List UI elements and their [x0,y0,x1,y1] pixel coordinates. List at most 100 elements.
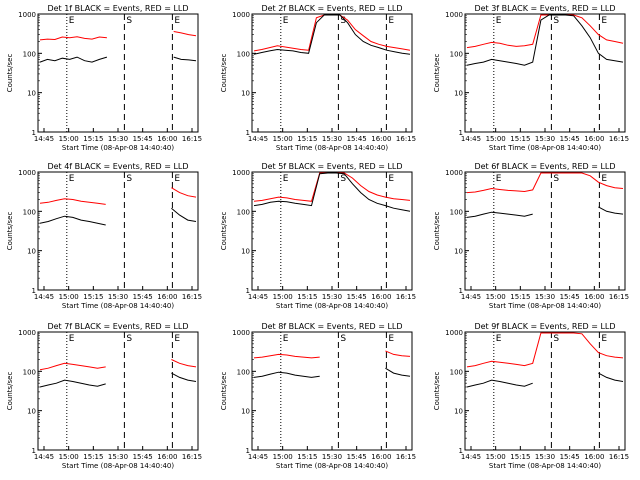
y-tick-label: 10 [241,248,250,256]
y-tick-label: 1 [32,447,36,455]
x-tick-label: 15:30 [322,453,342,461]
x-tick-label: 15:45 [560,135,580,143]
x-tick-label: 14:45 [34,293,54,301]
y-tick-label: 1000 [445,329,463,337]
y-axis-label: Counts/sec [220,212,228,251]
panel-title: Det 4f BLACK = Events, RED = LLD [47,162,188,171]
x-tick-label: 15:30 [535,293,555,301]
plot-frame [251,171,413,291]
series-line-red [39,31,197,41]
x-tick-label: 15:30 [322,293,342,301]
y-tick-label: 100 [23,50,36,58]
plot-frame [464,331,626,451]
series-line-red [466,332,624,368]
x-tick-label: 16:15 [182,293,202,301]
y-tick-label: 1000 [18,169,36,177]
y-tick-label: 1 [246,287,250,295]
y-tick-label: 100 [237,50,250,58]
y-axis-label: Counts/sec [6,372,14,411]
series-line-black [39,207,197,226]
x-axis-label: Start Time (08-Apr-08 14:40:40) [489,302,601,310]
plot-frame [464,13,626,133]
marker-label: E [496,334,502,344]
series-line-red [253,350,411,359]
marker-label: E [496,174,502,184]
marker-label: S [553,16,559,26]
x-axis-label: Start Time (08-Apr-08 14:40:40) [276,302,388,310]
x-tick-label: 16:15 [182,135,202,143]
x-tick-label: 14:45 [34,453,54,461]
y-tick-label: 100 [237,208,250,216]
marker-label: S [126,174,132,184]
chart-panel-9: Det 9f BLACK = Events, RED = LLD 1 10 100 10… [433,322,629,470]
x-tick-label: 16:15 [396,135,416,143]
marker-label: S [340,174,346,184]
marker-label: E [174,174,180,184]
y-axis-label: Counts/sec [433,372,441,411]
x-tick-label: 15:15 [510,135,530,143]
y-tick-label: 1 [246,447,250,455]
x-tick-label: 14:45 [248,293,268,301]
x-tick-label: 14:45 [461,293,481,301]
y-tick-label: 10 [27,90,36,98]
marker-label: E [388,174,394,184]
x-tick-label: 15:00 [486,453,506,461]
x-tick-label: 16:15 [396,293,416,301]
y-tick-label: 1000 [232,11,250,19]
marker-label: E [69,16,75,26]
chart-panel-8: Det 8f BLACK = Events, RED = LLD 1 10 100 10… [220,322,416,470]
x-tick-label: 16:00 [584,293,604,301]
x-tick-label: 15:00 [486,293,506,301]
y-axis-label: Counts/sec [6,212,14,251]
y-axis-label: Counts/sec [220,54,228,93]
y-tick-label: 1000 [445,11,463,19]
marker-label: E [601,16,607,26]
x-tick-label: 16:15 [609,453,629,461]
x-tick-label: 15:30 [535,135,555,143]
x-tick-label: 16:00 [371,453,391,461]
x-tick-label: 15:15 [297,453,317,461]
y-tick-label: 1 [459,287,463,295]
x-tick-label: 14:45 [461,135,481,143]
y-tick-label: 1 [459,447,463,455]
marker-label: E [601,334,607,344]
y-tick-label: 100 [237,368,250,376]
y-tick-label: 1000 [18,11,36,19]
y-tick-label: 10 [454,90,463,98]
series-line-black [253,367,411,378]
panel-title: Det 5f BLACK = Events, RED = LLD [261,162,402,171]
x-tick-label: 15:45 [347,453,367,461]
x-tick-label: 15:15 [83,293,103,301]
y-tick-label: 100 [23,368,36,376]
x-tick-label: 15:15 [510,453,530,461]
y-tick-label: 1000 [18,329,36,337]
chart-panel-4: Det 4f BLACK = Events, RED = LLD 1 10 100 10… [6,162,202,310]
x-tick-label: 15:15 [83,453,103,461]
x-tick-label: 15:45 [347,135,367,143]
panel-title: Det 7f BLACK = Events, RED = LLD [47,322,188,331]
y-tick-label: 10 [27,248,36,256]
series-line-black [39,56,197,63]
x-tick-label: 15:00 [273,135,293,143]
marker-label: S [340,334,346,344]
y-tick-label: 1000 [232,329,250,337]
x-tick-label: 15:45 [133,293,153,301]
panel-title: Det 2f BLACK = Events, RED = LLD [261,4,402,13]
y-tick-label: 10 [241,408,250,416]
marker-label: E [283,334,289,344]
series-line-black [466,14,624,66]
x-axis-label: Start Time (08-Apr-08 14:40:40) [62,144,174,152]
marker-label: E [174,16,180,26]
x-tick-label: 16:15 [609,135,629,143]
x-tick-label: 15:00 [59,135,79,143]
y-tick-label: 10 [27,408,36,416]
marker-label: S [340,16,346,26]
marker-label: E [388,334,394,344]
x-axis-label: Start Time (08-Apr-08 14:40:40) [62,302,174,310]
x-tick-label: 16:15 [609,293,629,301]
plot-frame [37,331,199,451]
x-tick-label: 15:15 [83,135,103,143]
x-tick-label: 14:45 [461,453,481,461]
marker-label: E [388,16,394,26]
x-tick-label: 14:45 [34,135,54,143]
